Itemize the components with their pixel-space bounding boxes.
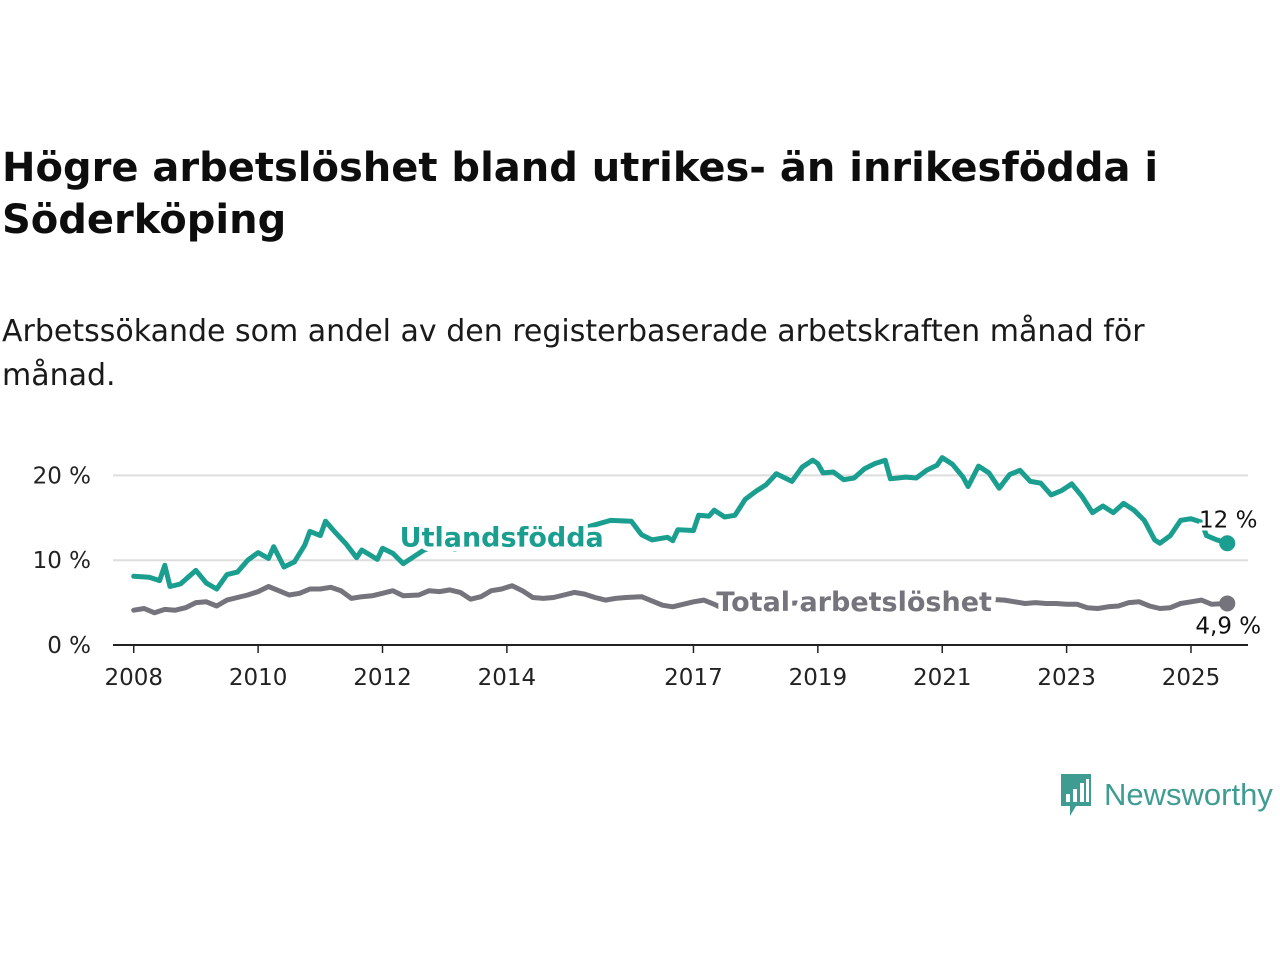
end-label-utlandsfodda: 12 % <box>1199 507 1257 533</box>
x-tick-label: 2021 <box>913 665 972 691</box>
x-tick-label: 2017 <box>664 665 723 691</box>
x-tick-label: 2008 <box>104 665 163 691</box>
end-dot-total <box>1219 595 1236 612</box>
series-label-total: Total arbetslöshet <box>716 587 992 618</box>
x-tick-label: 2019 <box>789 665 848 691</box>
series-line-utlandsfodda <box>131 455 1230 592</box>
series-line-total <box>131 583 1230 616</box>
x-tick-label: 2014 <box>478 665 537 691</box>
series-label-utlandsfodda: Utlandsfödda <box>400 522 604 553</box>
x-axis: 2008 2010 2012 2014 2017 2019 2021 2023 2025 <box>104 644 1248 691</box>
end-label-total: 4,9 % <box>1195 613 1261 639</box>
y-tick-label: 10 % <box>33 548 91 574</box>
x-tick-label: 2010 <box>229 665 288 691</box>
end-dot-utlandsfodda <box>1219 535 1236 552</box>
chart-title: Högre arbetslöshet bland utrikes- än inr… <box>2 145 1159 243</box>
x-tick-label: 2012 <box>353 665 412 691</box>
chart-subtitle: Arbetssökande som andel av den registerb… <box>2 314 1145 393</box>
newsworthy-logo: Newsworthy <box>1058 772 1273 818</box>
y-tick-label: 0 % <box>47 633 91 659</box>
x-tick-label: 2023 <box>1037 665 1096 691</box>
gridlines <box>113 474 1248 562</box>
series <box>131 455 1236 616</box>
logo-wordmark: Newsworthy <box>1104 777 1273 812</box>
x-tick-label: 2025 <box>1162 665 1221 691</box>
bar-chart-icon <box>1061 774 1091 816</box>
line-chart: 0 % 10 % 20 % 2008 2010 2012 2014 2017 2019 2021… <box>33 455 1264 691</box>
y-axis: 0 % 10 % 20 % <box>33 463 91 659</box>
series-labels: Utlandsfödda Total arbetslöshet 12 % 4,9 % <box>395 504 1264 642</box>
y-tick-label: 20 % <box>33 463 91 489</box>
